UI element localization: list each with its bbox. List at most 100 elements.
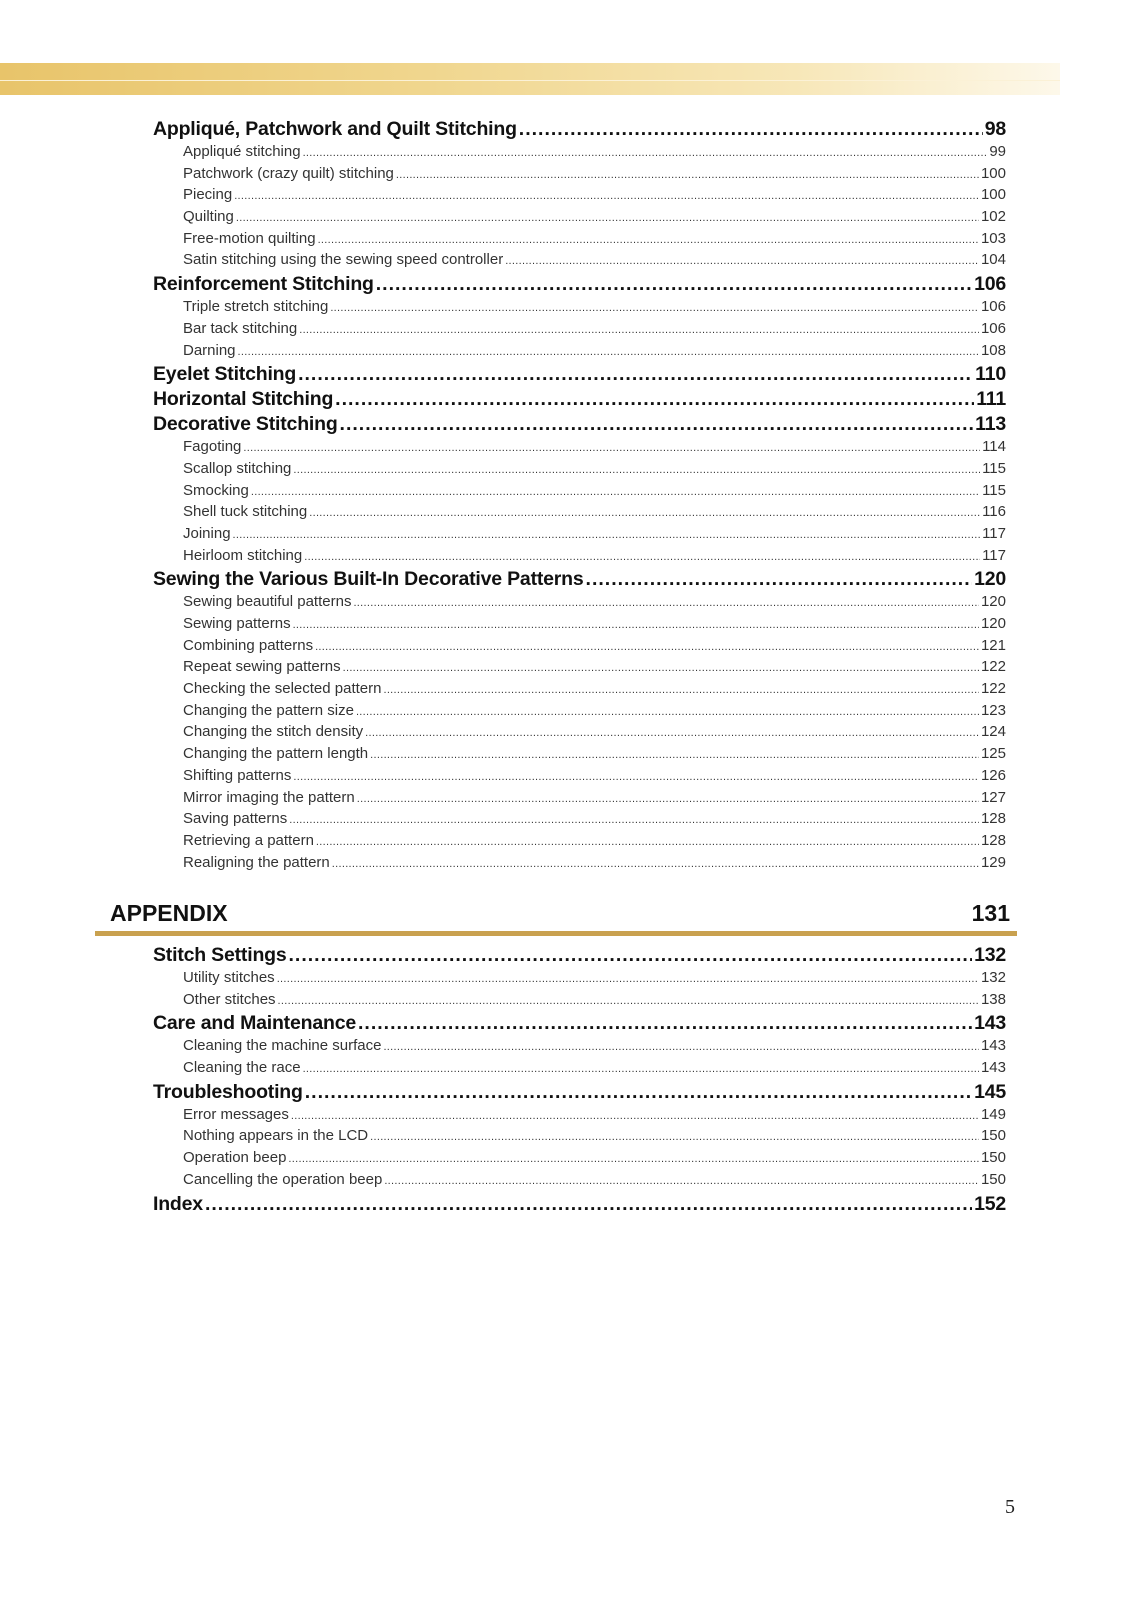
toc-entry-minor[interactable]: Combining patterns 121 [153, 637, 1006, 659]
toc-entry-minor[interactable]: Free-motion quilting 103 [153, 230, 1006, 252]
toc-entry-title: Index [153, 1192, 203, 1215]
toc-entry-minor[interactable]: Quilting 102 [153, 208, 1006, 230]
toc-entry-minor[interactable]: Retrieving a pattern 128 [153, 832, 1006, 854]
toc-section-main: Appliqué, Patchwork and Quilt Stitching 9… [153, 118, 1006, 875]
toc-entry-title: Nothing appears in the LCD [183, 1127, 369, 1145]
dot-leader [305, 1081, 972, 1104]
toc-entry-title: Bar tack stitching [183, 319, 298, 337]
toc-entry-major[interactable]: Index 152 [153, 1193, 1006, 1218]
dot-leader [236, 208, 979, 225]
dot-leader [357, 789, 979, 806]
toc-entry-page: 138 [980, 990, 1006, 1008]
dot-leader [383, 680, 979, 697]
toc-entry-minor[interactable]: Checking the selected pattern 122 [153, 680, 1006, 702]
dot-leader [358, 1012, 972, 1035]
toc-entry-minor[interactable]: Cleaning the machine surface 143 [153, 1037, 1006, 1059]
toc-entry-minor[interactable]: Sewing patterns 120 [153, 615, 1006, 637]
toc-entry-page: 110 [975, 363, 1006, 386]
toc-entry-title: Satin stitching using the sewing speed c… [183, 251, 504, 269]
toc-entry-minor[interactable]: Changing the pattern size 123 [153, 702, 1006, 724]
dot-leader [291, 1106, 979, 1123]
toc-entry-minor[interactable]: Scallop stitching 115 [153, 460, 1006, 482]
toc-entry-major[interactable]: Stitch Settings 132 [153, 944, 1006, 969]
dot-leader [243, 438, 980, 455]
dot-leader [251, 482, 980, 499]
toc-entry-page: 128 [980, 831, 1006, 849]
toc-entry-minor[interactable]: Piecing 100 [153, 186, 1006, 208]
toc-entry-minor[interactable]: Nothing appears in the LCD 150 [153, 1127, 1006, 1149]
toc-entry-minor[interactable]: Saving patterns 128 [153, 810, 1006, 832]
toc-entry-major[interactable]: Sewing the Various Built-In Decorative P… [153, 568, 1006, 593]
toc-entry-page: 108 [980, 341, 1006, 359]
toc-entry-title: Appliqué stitching [183, 143, 301, 160]
toc-entry-major[interactable]: Troubleshooting 145 [153, 1081, 1006, 1106]
toc-entry-major[interactable]: Appliqué, Patchwork and Quilt Stitching 9… [153, 118, 1006, 143]
toc-entry-minor[interactable]: Darning 108 [153, 342, 1006, 364]
toc-entry-page: 122 [980, 658, 1006, 676]
toc-entry-major[interactable]: Reinforcement Stitching 106 [153, 273, 1006, 298]
toc-entry-page: 150 [980, 1127, 1006, 1145]
dot-leader [365, 723, 979, 740]
toc-entry-major[interactable]: Horizontal Stitching 111 [153, 388, 1006, 413]
dot-leader [318, 230, 979, 247]
toc-entry-title: Stitch Settings [153, 944, 287, 966]
toc-entry-minor[interactable]: Cleaning the race 143 [153, 1059, 1006, 1081]
dot-leader [293, 460, 980, 477]
toc-entry-minor[interactable]: Cancelling the operation beep 150 [153, 1171, 1006, 1193]
dot-leader [298, 363, 973, 386]
appendix-rule [95, 931, 1017, 936]
toc-entry-minor[interactable]: Shifting patterns 126 [153, 767, 1006, 789]
header-band [0, 63, 1060, 95]
dot-leader [278, 991, 979, 1008]
toc-entry-page: 124 [980, 723, 1006, 741]
toc-entry-title: Realigning the pattern [183, 853, 330, 871]
toc-entry-minor[interactable]: Joining 117 [153, 525, 1006, 547]
toc-entry-minor[interactable]: Patchwork (crazy quilt) stitching 100 [153, 165, 1006, 187]
toc-entry-minor[interactable]: Sewing beautiful patterns 120 [153, 593, 1006, 615]
toc-entry-minor[interactable]: Repeat sewing patterns 122 [153, 658, 1006, 680]
dot-leader [353, 593, 979, 610]
toc-entry-title: Shell tuck stitching [183, 503, 308, 521]
toc-entry-minor[interactable]: Mirror imaging the pattern 127 [153, 789, 1006, 811]
toc-entry-page: 145 [974, 1080, 1006, 1103]
toc-entry-title: Changing the stitch density [183, 723, 364, 741]
toc-entry-major[interactable]: Eyelet Stitching 110 [153, 363, 1006, 388]
toc-entry-major[interactable]: Care and Maintenance 143 [153, 1012, 1006, 1037]
dot-leader [330, 298, 979, 315]
dot-leader [316, 832, 979, 849]
toc-section-appendix: Stitch Settings 132 Utility stitches 132 Oth… [153, 944, 1006, 1218]
toc-entry-minor[interactable]: Appliqué stitching 99 [153, 143, 1006, 165]
toc-entry-minor[interactable]: Bar tack stitching 106 [153, 320, 1006, 342]
toc-entry-title: Operation beep [183, 1149, 287, 1167]
toc-entry-page: 102 [980, 208, 1006, 226]
toc-entry-title: Troubleshooting [153, 1080, 303, 1103]
toc-entry-minor[interactable]: Heirloom stitching 117 [153, 547, 1006, 569]
toc-entry-minor[interactable]: Satin stitching using the sewing speed c… [153, 251, 1006, 273]
toc-entry-title: Care and Maintenance [153, 1012, 356, 1035]
dot-leader [332, 854, 979, 871]
toc-entry-page: 116 [982, 503, 1006, 521]
toc-entry-page: 120 [974, 568, 1006, 591]
toc-entry-minor[interactable]: Smocking 115 [153, 482, 1006, 504]
toc-entry-minor[interactable]: Other stitches 138 [153, 991, 1006, 1013]
page-number: 5 [1005, 1496, 1015, 1518]
toc-entry-title: Repeat sewing patterns [183, 658, 341, 676]
toc-entry-page: 100 [980, 186, 1006, 204]
dot-leader [315, 637, 979, 654]
dot-leader [288, 1149, 979, 1166]
toc-entry-page: 125 [980, 745, 1006, 763]
toc-entry-minor[interactable]: Error messages 149 [153, 1106, 1006, 1128]
toc-entry-minor[interactable]: Triple stretch stitching 106 [153, 298, 1006, 320]
toc-entry-major[interactable]: Decorative Stitching 113 [153, 413, 1006, 438]
toc-entry-minor[interactable]: Fagoting 114 [153, 438, 1006, 460]
toc-entry-minor[interactable]: Utility stitches 132 [153, 969, 1006, 991]
toc-entry-minor[interactable]: Changing the stitch density 124 [153, 723, 1006, 745]
toc-entry-minor[interactable]: Shell tuck stitching 116 [153, 503, 1006, 525]
toc-entry-minor[interactable]: Operation beep 150 [153, 1149, 1006, 1171]
toc-entry-minor[interactable]: Changing the pattern length 125 [153, 745, 1006, 767]
toc-entry-minor[interactable]: Realigning the pattern 129 [153, 854, 1006, 876]
toc-entry-page: 106 [980, 298, 1006, 316]
toc-entry-page: 129 [980, 853, 1006, 871]
toc-entry-page: 106 [980, 319, 1006, 337]
toc-entry-title: Free-motion quilting [183, 229, 316, 247]
